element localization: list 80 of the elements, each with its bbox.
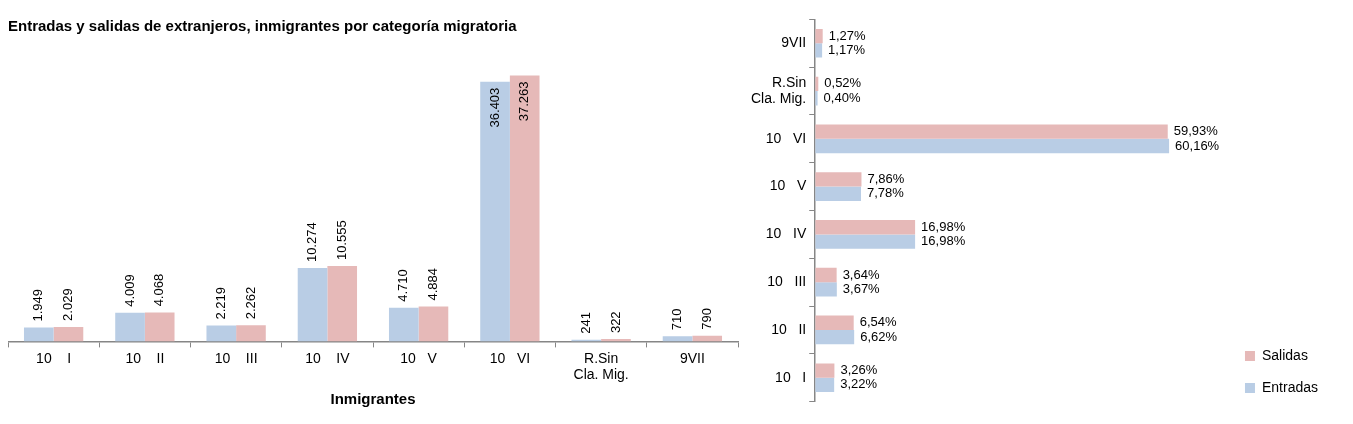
data-label: 322 [607, 311, 623, 334]
data-label: 37.263 [516, 81, 532, 122]
data-label: 241 [577, 311, 593, 334]
data-label: 3,67% [842, 280, 881, 296]
data-label: 4.068 [151, 273, 167, 307]
data-label: 710 [669, 308, 685, 331]
data-label: 1,27% [828, 27, 867, 43]
bar [388, 307, 419, 342]
bar [692, 335, 723, 342]
y-tick-label: R.Sin Cla. Mig. [751, 73, 807, 107]
data-label: 16,98% [921, 233, 966, 249]
x-tick-label: R.Sin Cla. Mig. [573, 349, 629, 383]
data-label: 7,78% [867, 185, 905, 201]
bar [662, 336, 693, 342]
data-label: 16,98% [921, 218, 966, 234]
y-tick-label: 9VII [781, 34, 807, 51]
bar [815, 267, 837, 283]
data-label: 3,64% [842, 266, 880, 282]
x-tick-label: 10 II [125, 349, 165, 366]
bar [509, 75, 540, 342]
data-label: 7,86% [867, 171, 905, 187]
y-tick-label: 10 VI [765, 129, 807, 146]
bar [144, 312, 175, 342]
bar [815, 315, 854, 330]
bar [297, 268, 328, 342]
x-tick-label: 10 IV [305, 349, 351, 366]
bar [815, 377, 835, 393]
x-tick-label: 10 III [214, 349, 258, 366]
data-label: 6,54% [859, 314, 897, 330]
x-tick-label: 9VII [679, 349, 705, 366]
bar [480, 81, 510, 342]
x-tick-label: 10 V [400, 349, 438, 366]
data-label: 4.884 [425, 268, 441, 301]
data-label: 59,93% [1173, 123, 1219, 139]
data-label: 1.949 [30, 288, 46, 322]
bar [53, 326, 84, 342]
bar [815, 43, 823, 58]
bar [815, 186, 861, 201]
bar [23, 327, 54, 342]
data-label: 4.009 [121, 274, 137, 307]
data-label: 3,26% [840, 362, 878, 378]
bar [327, 266, 358, 342]
x-axis-title: Inmigrantes [330, 390, 416, 408]
bar [815, 220, 916, 235]
data-label: 0,40% [823, 89, 861, 105]
bar [815, 363, 835, 378]
y-tick-label: 10 II [771, 320, 807, 337]
data-label: 0,52% [824, 75, 862, 91]
data-label: 10.555 [333, 220, 349, 261]
y-tick-label: 10 V [769, 177, 807, 194]
data-label: 36.403 [486, 87, 502, 128]
data-label: 60,16% [1175, 137, 1220, 153]
legend-label: Entradas [1261, 378, 1319, 395]
bar [815, 124, 1168, 139]
bar [815, 234, 916, 249]
data-label: 2.219 [212, 287, 228, 320]
data-label: 3,22% [840, 376, 878, 392]
chart-title: Entradas y salidas de extranjeros, inmigrantes por categoría migratoria [8, 17, 518, 35]
bar [236, 325, 266, 342]
y-tick-label: 10 III [767, 273, 807, 290]
data-label: 4.710 [395, 269, 411, 302]
y-tick-label: 10 IV [765, 225, 807, 242]
legend-label: Salidas [1261, 346, 1308, 363]
data-label: 1,17% [828, 42, 866, 58]
data-label: 790 [698, 308, 714, 330]
bar [815, 172, 862, 187]
bar [815, 329, 855, 345]
x-tick-label: 10 I [36, 349, 72, 366]
data-label: 2.029 [60, 288, 76, 321]
bar [115, 312, 145, 342]
y-tick-label: 10 I [775, 368, 807, 385]
bar [815, 282, 837, 297]
bar [206, 325, 237, 342]
data-label: 6,62% [860, 328, 898, 344]
data-label: 10.274 [304, 222, 320, 263]
x-tick-label: 10 VI [489, 349, 531, 366]
data-label: 2.262 [242, 286, 258, 320]
bar [815, 28, 823, 44]
bar [815, 138, 1170, 154]
bar [418, 306, 449, 342]
